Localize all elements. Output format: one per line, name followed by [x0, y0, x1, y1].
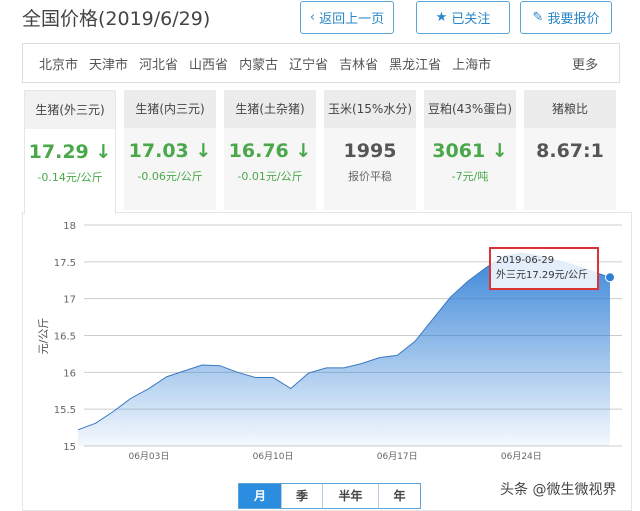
card-change: -0.06元/公斤 [137, 170, 203, 183]
card-value: 8.67:1 [524, 140, 616, 162]
y-tick-label: 16.5 [54, 332, 76, 343]
y-tick-label: 17.5 [54, 258, 76, 269]
card-title: 玉米(15%水分) [324, 90, 416, 128]
card-price: 17.29 [28, 141, 89, 163]
x-tick-label: 06月24日 [501, 451, 542, 462]
x-tick-label: 06月03日 [128, 451, 169, 462]
tooltip-date: 2019-06-29 [496, 255, 555, 266]
y-tick-label: 18 [63, 221, 76, 232]
back-button[interactable]: ‹ 返回上一页 [300, 1, 394, 34]
quote-button[interactable]: ✎ 我要报价 [520, 1, 612, 34]
x-tick-label: 06月10日 [253, 451, 294, 462]
card-price: 1995 [343, 140, 397, 162]
province-link[interactable]: 内蒙古 [239, 57, 279, 73]
chart-tooltip: 2019-06-29 外三元17.29元/公斤 [489, 247, 599, 290]
price-card[interactable]: 豆粕(43%蛋白) 3061 ↓ -7元/吨 [424, 90, 516, 210]
edit-icon: ✎ [532, 10, 544, 25]
province-bar: 北京市 天津市 河北省 山西省 内蒙古 辽宁省 吉林省 黑龙江省 上海市 更多 [22, 43, 620, 83]
province-link[interactable]: 吉林省 [339, 57, 379, 73]
star-icon: ★ [435, 10, 448, 25]
card-change: -0.14元/公斤 [37, 171, 103, 184]
price-card[interactable]: 生猪(土杂猪) 16.76 ↓ -0.01元/公斤 [224, 90, 316, 210]
province-link[interactable]: 黑龙江省 [389, 57, 442, 73]
y-tick-label: 16 [63, 368, 76, 379]
card-price: 3061 [432, 140, 486, 162]
tab-month[interactable]: 月 [239, 484, 282, 508]
province-link[interactable]: 河北省 [139, 57, 179, 73]
tab-year[interactable]: 年 [393, 489, 406, 503]
tab-quarter[interactable]: 季 [282, 484, 323, 508]
card-title: 生猪(外三元) [25, 91, 115, 129]
follow-button[interactable]: ★ 已关注 [416, 1, 510, 34]
range-tabs: 月 季 半年 年 [238, 483, 421, 509]
page-title: 全国价格(2019/6/29) [22, 8, 211, 30]
y-tick-label: 15.5 [54, 405, 76, 416]
chevron-left-icon: ‹ [309, 10, 316, 25]
card-value: 17.03 ↓ [124, 140, 216, 162]
more-link[interactable]: 更多 [571, 57, 598, 73]
card-title: 生猪(内三元) [124, 90, 216, 128]
card-change: -7元/吨 [451, 170, 489, 183]
price-card[interactable]: 玉米(15%水分) 1995 报价平稳 [324, 90, 416, 210]
card-change: -0.01元/公斤 [237, 170, 303, 183]
card-value: 3061 ↓ [424, 140, 516, 162]
province-link[interactable]: 天津市 [89, 57, 129, 73]
arrow-down-icon: ↓ [195, 140, 212, 162]
card-value: 16.76 ↓ [224, 140, 316, 162]
arrow-down-icon: ↓ [295, 140, 312, 162]
card-price: 16.76 [228, 140, 289, 162]
y-axis-label: 元/公斤 [37, 318, 50, 355]
watermark: 头条 @微生微视界 [500, 482, 617, 498]
province-link[interactable]: 山西省 [189, 57, 229, 73]
tab-half-year[interactable]: 半年 [323, 484, 379, 508]
card-price: 8.67:1 [536, 140, 604, 162]
area-fill [78, 252, 610, 446]
price-card[interactable]: 生猪(外三元) 17.29 ↓ -0.14元/公斤 [24, 90, 116, 214]
y-tick-label: 15 [63, 442, 76, 453]
arrow-down-icon: ↓ [95, 141, 112, 163]
price-card[interactable]: 生猪(内三元) 17.03 ↓ -0.06元/公斤 [124, 90, 216, 210]
card-value: 1995 [324, 140, 416, 162]
card-price: 17.03 [128, 140, 189, 162]
data-point [605, 272, 615, 283]
province-link[interactable]: 北京市 [39, 57, 79, 73]
card-title: 生猪(土杂猪) [224, 90, 316, 128]
card-change: 报价平稳 [348, 170, 392, 183]
card-title: 猪粮比 [524, 90, 616, 128]
price-card[interactable]: 猪粮比 8.67:1 [524, 90, 616, 210]
card-value: 17.29 ↓ [25, 141, 115, 163]
y-tick-label: 17 [63, 295, 76, 306]
tooltip-value: 外三元17.29元/公斤 [496, 270, 588, 281]
x-tick-label: 06月17日 [377, 451, 418, 462]
province-link[interactable]: 上海市 [452, 57, 492, 73]
card-title: 豆粕(43%蛋白) [424, 90, 516, 128]
province-link[interactable]: 辽宁省 [289, 57, 329, 73]
arrow-down-icon: ↓ [491, 140, 508, 162]
